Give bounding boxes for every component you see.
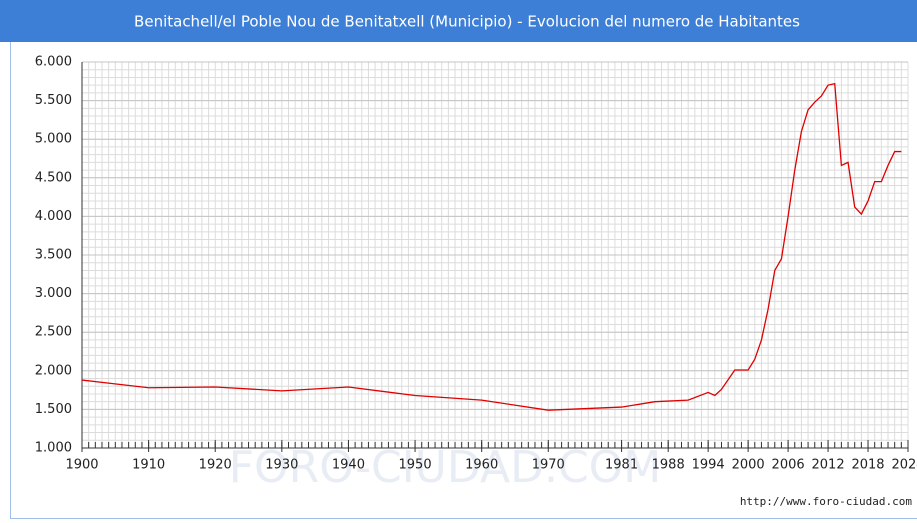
y-tick-label: 2.000 (35, 363, 72, 378)
x-tick-label: 2000 (732, 458, 765, 473)
x-tick-label: 1900 (65, 458, 98, 473)
y-tick-label: 3.500 (35, 248, 72, 263)
y-tick-label: 6.000 (35, 55, 72, 70)
y-tick-label: 5.500 (35, 93, 72, 108)
y-tick-label: 1.000 (35, 441, 72, 456)
y-tick-label: 3.000 (35, 286, 72, 301)
chart-title: Benitachell/el Poble Nou de Benitatxell … (134, 13, 800, 31)
x-tick-label: 1930 (265, 458, 298, 473)
x-tick-label: 1994 (692, 458, 725, 473)
x-tick-label: 1940 (332, 458, 365, 473)
y-tick-label: 2.500 (35, 325, 72, 340)
x-tick-label: 2018 (851, 458, 884, 473)
x-tick-label: 2012 (812, 458, 845, 473)
y-tick-label: 5.000 (35, 132, 72, 147)
source-url: http://www.foro-ciudad.com (740, 495, 913, 508)
data-line (81, 82, 902, 411)
x-tick-label: 1981 (605, 458, 638, 473)
y-tick-label: 1.500 (35, 402, 72, 417)
x-tick-label: 1920 (199, 458, 232, 473)
x-tick-label: 1988 (652, 458, 685, 473)
watermark: FORO-CIUDAD.COM (229, 442, 662, 493)
title-bar (0, 0, 917, 42)
x-tick-label: 1960 (465, 458, 498, 473)
y-tick-label: 4.500 (35, 170, 72, 185)
x-tick-label: 2024 (891, 458, 917, 473)
x-tick-label: 2006 (772, 458, 805, 473)
x-tick-label: 1970 (532, 458, 565, 473)
x-tick-label: 1910 (132, 458, 165, 473)
x-tick-label: 1950 (399, 458, 432, 473)
y-tick-label: 4.000 (35, 209, 72, 224)
